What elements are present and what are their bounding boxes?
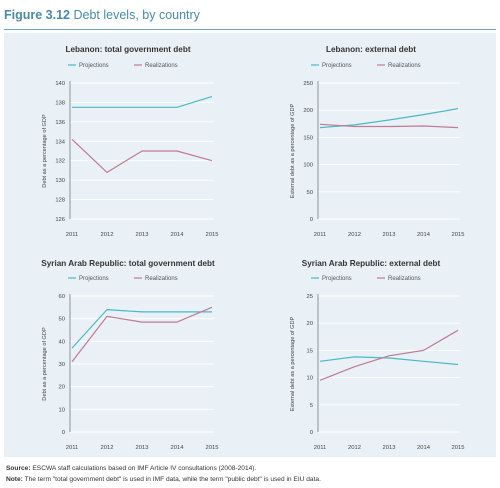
- source-note: Source: ESCWA staff calculations based o…: [6, 465, 256, 472]
- chart-3-x-tick-label: 2013: [136, 445, 149, 451]
- chart-3-y-axis-label: Debt as a percentage of GDP: [42, 327, 48, 401]
- chart-3-x-tick-label: 2012: [101, 445, 114, 451]
- chart-1-x-tick-label: 2012: [101, 232, 114, 238]
- chart-4-x-tick-label: 2013: [383, 445, 396, 451]
- chart-2-x-tick-label: 2013: [383, 232, 396, 238]
- chart-4-legend-realizations-label: Realizations: [388, 276, 421, 282]
- chart-3-legend-projections-label: Projections: [79, 276, 109, 282]
- title-rule: [4, 29, 496, 30]
- chart-3-series-realizations-line: [71, 306, 213, 363]
- chart-3-legend-realizations-label: Realizations: [145, 276, 178, 282]
- chart-1-y-tick-label: 130: [55, 178, 65, 184]
- chart-1-y-tick-label: 126: [55, 217, 65, 223]
- chart-4-series-projections-line: [319, 356, 459, 366]
- chart-4-x-tick-label: 2012: [348, 445, 361, 451]
- chart-1-title: Lebanon: total government debt: [65, 45, 190, 54]
- chart-3-y-tick-label: 20: [59, 385, 65, 391]
- chart-2-y-tick-label: 50: [307, 190, 313, 196]
- chart-2-x-tick-label: 2011: [314, 232, 326, 238]
- chart-4-y-tick-label: 10: [307, 376, 313, 382]
- chart-2-y-tick-label: 200: [303, 108, 313, 114]
- chart-4-y-tick-label: 5: [310, 403, 313, 409]
- chart-1-y-tick-label: 136: [55, 120, 65, 126]
- chart-1-x-tick-label: 2013: [136, 232, 149, 238]
- chart-3-series-projections-line: [71, 309, 212, 349]
- chart-2-y-tick-label: 0: [310, 217, 313, 223]
- chart-4-y-axis-label: External debt as a percentage of GDP: [290, 316, 296, 411]
- chart-4-x-tick-label: 2014: [417, 445, 431, 451]
- chart-3-x-tick-label: 2014: [171, 445, 185, 451]
- chart-2-series-realizations-line: [319, 123, 459, 129]
- chart-3-y-tick-label: 60: [59, 294, 65, 300]
- chart-3-title: Syrian Arab Republic: total government d…: [41, 259, 215, 268]
- chart-4-title: Syrian Arab Republic: external debt: [302, 259, 441, 268]
- chart-4-series-realizations-line: [319, 329, 459, 381]
- chart-2-y-tick-label: 150: [303, 135, 313, 141]
- chart-3-y-tick-label: 0: [62, 430, 65, 436]
- note-text: The term "total government debt" is used…: [22, 476, 321, 483]
- chart-2-series-projections-line: [319, 108, 459, 129]
- chart-1-y-tick-label: 128: [55, 198, 65, 204]
- chart-2-x-tick-label: 2014: [417, 232, 431, 238]
- chart-1-x-tick-label: 2015: [206, 232, 219, 238]
- note-label: Note:: [6, 476, 23, 483]
- chart-2-x-tick-label: 2015: [452, 232, 465, 238]
- chart-2-y-axis-label: External debt as a percentage of GDP: [290, 103, 296, 198]
- chart-3-x-tick-label: 2015: [206, 445, 219, 451]
- chart-3-y-tick-label: 40: [59, 339, 65, 345]
- chart-2-y-tick-label: 100: [303, 163, 313, 169]
- chart-1-legend-realizations-label: Realizations: [145, 63, 178, 69]
- chart-1-y-axis-label: Debt as a percentage of GDP: [42, 114, 48, 188]
- chart-1-y-tick-label: 132: [55, 159, 65, 165]
- chart-1-y-tick-label: 134: [55, 139, 65, 145]
- chart-1-y-tick-label: 138: [55, 100, 65, 106]
- chart-4-y-tick-label: 25: [307, 294, 313, 300]
- chart-1-x-tick-label: 2011: [66, 232, 78, 238]
- chart-1-y-tick-label: 140: [55, 81, 65, 87]
- figure-number: Figure 3.12: [4, 8, 70, 22]
- chart-2-y-tick-label: 250: [303, 81, 313, 87]
- chart-1-series-projections-line: [72, 96, 213, 108]
- chart-1-x-tick-label: 2014: [171, 232, 185, 238]
- chart-2-legend-realizations-label: Realizations: [388, 63, 421, 69]
- chart-3-y-tick-label: 30: [59, 362, 65, 368]
- chart-4-y-tick-label: 20: [307, 321, 313, 327]
- chart-4-x-tick-label: 2011: [314, 445, 326, 451]
- chart-4-x-tick-label: 2015: [452, 445, 465, 451]
- figure-title: Figure 3.12 Debt levels, by country: [4, 8, 200, 22]
- note-text-line: Note: The term "total government debt" i…: [6, 476, 321, 483]
- chart-4-y-tick-label: 0: [310, 430, 313, 436]
- chart-4-y-tick-label: 15: [307, 348, 313, 354]
- source-text: ESCWA staff calculations based on IMF Ar…: [30, 465, 257, 472]
- chart-2-title: Lebanon: external debt: [326, 45, 416, 54]
- chart-3-y-tick-label: 50: [59, 317, 65, 323]
- chart-3-y-tick-label: 10: [59, 407, 65, 413]
- chart-3-x-tick-label: 2011: [66, 445, 78, 451]
- chart-2-legend-projections-label: Projections: [322, 63, 352, 69]
- chart-1-legend-projections-label: Projections: [79, 63, 109, 69]
- chart-1-series-realizations-line: [71, 138, 213, 173]
- chart-2-x-tick-label: 2012: [348, 232, 361, 238]
- source-label: Source:: [6, 465, 31, 472]
- chart-4-legend-projections-label: Projections: [322, 276, 352, 282]
- figure-title-text: Debt levels, by country: [73, 8, 200, 22]
